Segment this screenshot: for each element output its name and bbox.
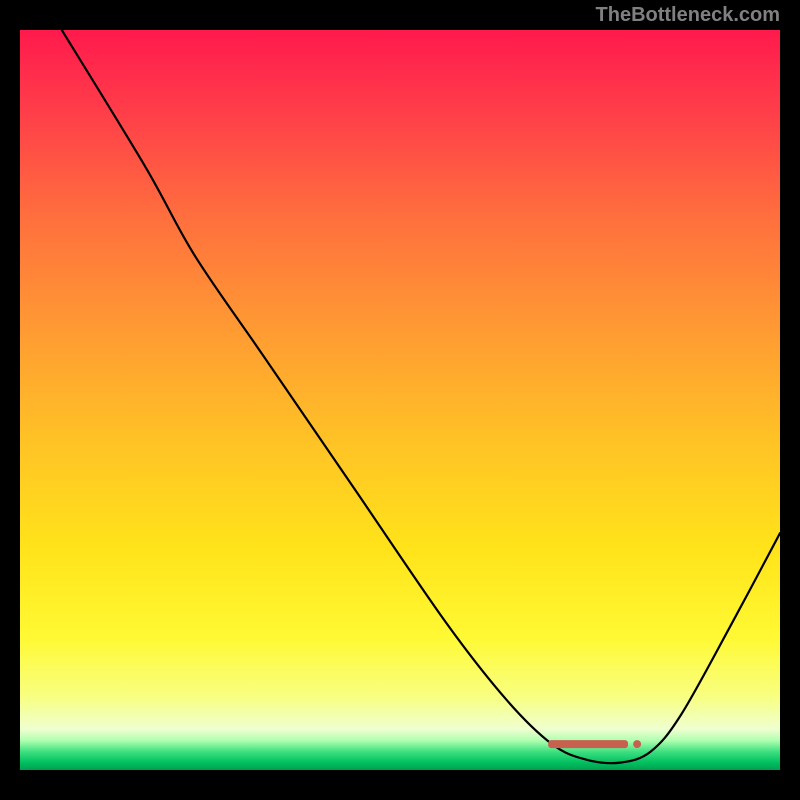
chart-background-gradient xyxy=(20,30,780,770)
chart-area xyxy=(20,30,780,770)
watermark-text: TheBottleneck.com xyxy=(596,4,780,27)
